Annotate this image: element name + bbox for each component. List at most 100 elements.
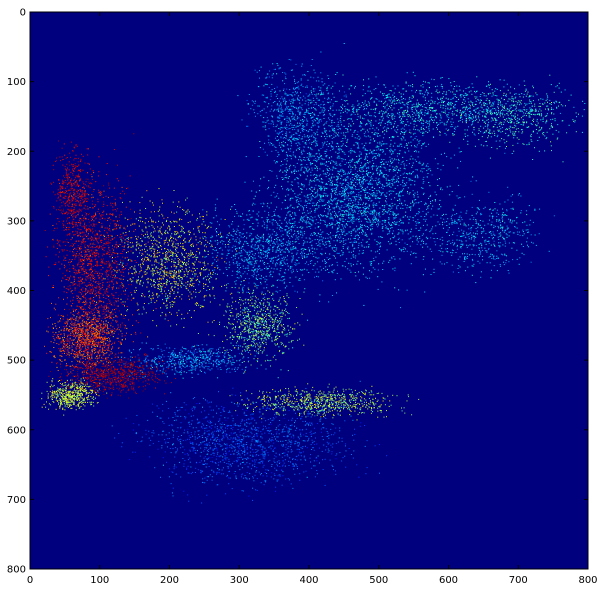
depth-point [296,118,298,120]
depth-point [366,123,368,124]
depth-point [381,120,383,122]
depth-point [296,138,298,140]
depth-point [247,103,249,104]
depth-point [341,160,343,162]
depth-point [459,120,461,121]
depth-point [309,129,311,131]
depth-point [382,269,384,270]
depth-point [373,115,375,117]
depth-point [392,237,394,238]
depth-point [394,221,395,222]
depth-point [285,218,287,219]
depth-point [408,98,410,100]
depth-point [547,96,549,98]
depth-point [530,95,532,97]
depth-point [316,152,318,154]
depth-point [358,103,360,105]
depth-point [290,108,292,110]
depth-point [344,198,346,200]
depth-point [336,184,338,186]
depth-point [394,167,396,169]
depth-point [402,127,404,129]
depth-point [339,157,341,159]
depth-point [402,181,404,183]
depth-point [362,239,364,241]
depth-point [300,164,302,166]
depth-point [325,174,327,175]
depth-point [379,211,381,213]
depth-point [497,106,499,108]
depth-point [265,97,267,99]
depth-point [418,115,420,117]
depth-point [404,151,406,153]
depth-point [281,115,283,117]
depth-point [320,236,322,238]
depth-point [335,244,336,246]
depth-point [289,110,290,112]
depth-point [349,198,351,200]
depth-point [395,244,397,246]
depth-point [295,126,297,128]
depth-point [306,86,308,88]
depth-point [532,159,534,160]
depth-point [584,103,586,104]
depth-point [343,211,345,213]
depth-point [328,265,330,267]
depth-point [355,186,357,188]
depth-point [479,113,481,115]
depth-point [423,224,424,226]
depth-point [365,203,367,204]
depth-point [489,219,490,221]
depth-point [281,265,283,266]
depth-point [350,118,352,120]
depth-point [486,106,488,108]
depth-point [385,161,387,163]
depth-point [306,188,307,190]
depth-point [417,213,419,214]
depth-point [312,117,313,118]
depth-point [367,162,369,164]
depth-point [347,246,349,248]
depth-point [381,172,383,174]
depth-point [294,139,296,141]
depth-point [514,93,515,95]
depth-point [362,147,364,149]
depth-point [352,174,354,175]
depth-point [402,136,404,138]
depth-point [511,95,513,97]
depth-point [333,130,335,132]
depth-point [419,161,421,163]
depth-point [497,236,499,238]
depth-point [294,124,295,126]
depth-point [382,188,384,190]
depth-point [447,218,449,220]
depth-point [395,214,397,216]
depth-point [377,218,379,220]
depth-point [512,259,514,261]
depth-point [376,98,378,100]
depth-point [350,233,352,234]
depth-point [454,93,456,95]
depth-point [453,127,455,129]
depth-point [477,98,479,100]
depth-point [581,131,583,133]
depth-point [370,121,372,123]
depth-point [401,101,403,103]
depth-point [439,122,441,124]
depth-point [387,211,388,213]
depth-point [380,192,382,194]
depth-point [522,131,524,133]
depth-point [350,230,352,232]
depth-point [359,209,361,211]
depth-point [348,183,350,185]
depth-point [313,136,314,138]
depth-point [505,242,507,244]
depth-point [469,110,471,112]
depth-point [499,121,501,123]
depth-point [496,126,498,128]
depth-point [331,226,333,228]
depth-point [414,119,416,121]
depth-point [353,107,355,109]
depth-point [299,143,301,145]
depth-point [354,188,356,190]
